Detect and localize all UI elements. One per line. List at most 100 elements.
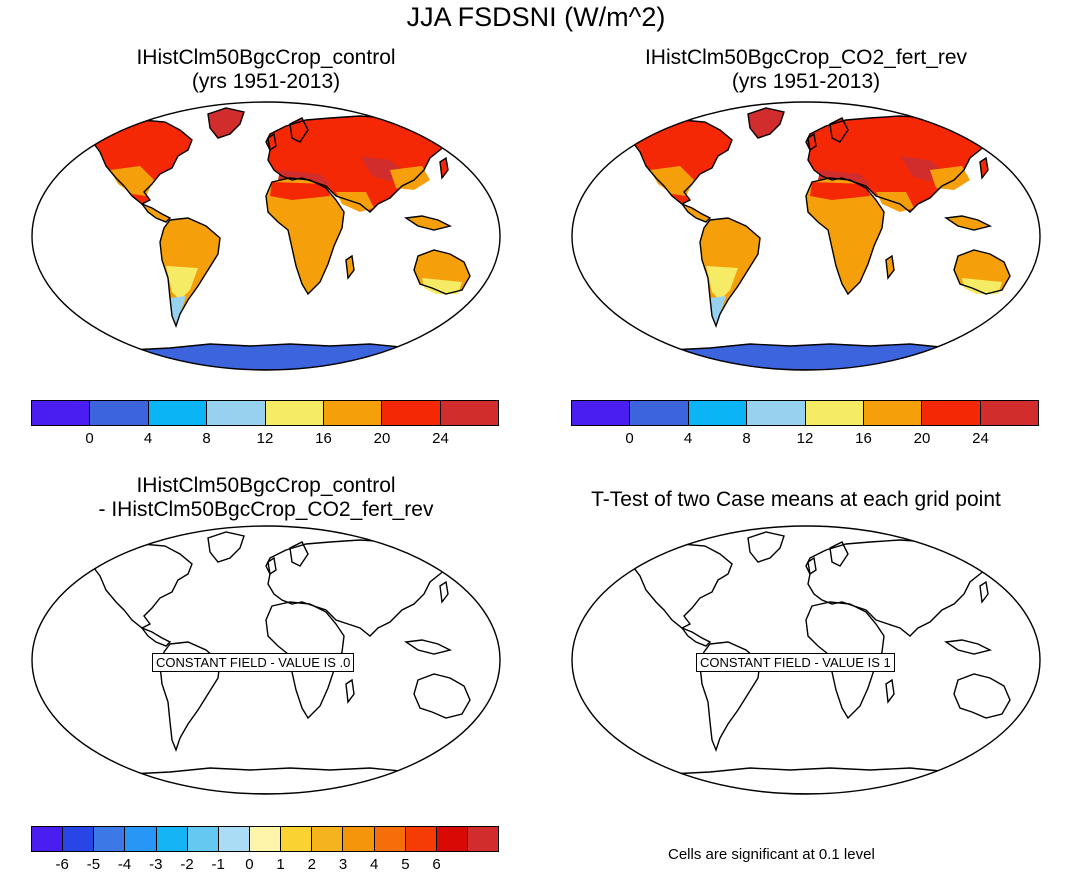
colorbar-cell: [436, 827, 468, 851]
panel-3-title-line1: IHistClm50BgcCrop_control: [136, 474, 396, 497]
coastline-scandinavia: [289, 541, 309, 567]
colorbar-cell: [805, 401, 864, 425]
color-region: [106, 344, 440, 370]
coastline-uk: [267, 132, 277, 152]
colorbar-cell: [32, 827, 64, 851]
colorbar-tick-label: 24: [432, 430, 449, 447]
colorbar-cell: [207, 401, 266, 425]
coastline-uk: [267, 556, 277, 576]
colorbar-tick-label: -3: [149, 856, 163, 873]
colorbar-cell: [440, 401, 498, 425]
map-border: [31, 525, 501, 795]
colorbar-tick-label: 8: [742, 430, 751, 447]
coastline-indonesia: [944, 639, 993, 655]
coastline-centralAmerica: [139, 202, 172, 223]
coastline-uk: [807, 132, 817, 152]
panel-1-title-line2: (yrs 1951-2013): [191, 70, 341, 93]
colorbar-tick-label: 4: [143, 430, 153, 447]
colorbar-tick-label: 20: [373, 430, 391, 447]
color-region: [110, 166, 154, 196]
map-border: [571, 525, 1041, 795]
significance-note: Cells are significant at 0.1 level: [668, 846, 875, 863]
coastline-japan: [439, 580, 449, 604]
coastline-australia: [953, 249, 1011, 295]
color-region: [962, 278, 1002, 294]
colorbar-cell: [312, 827, 344, 851]
panel-2-title: IHistClm50BgcCrop_CO2_fert_rev (yrs 1951…: [606, 46, 1006, 94]
colorbar-cell: [980, 401, 1038, 425]
color-region: [810, 182, 870, 200]
coastline-australia: [413, 249, 471, 295]
color-region: [930, 166, 970, 190]
colorbar-tick-label: 3: [338, 856, 348, 873]
colorbar-tick-label: -2: [180, 856, 194, 873]
colorbar-cell: [323, 401, 383, 425]
colorbar-panel-2: [571, 400, 1039, 426]
colorbar-cell: [572, 401, 631, 425]
coastline-japan: [979, 156, 989, 180]
coastline-centralAmerica: [679, 626, 712, 647]
color-region: [94, 120, 192, 204]
coastline-madagascar: [885, 254, 895, 280]
color-region: [422, 278, 462, 294]
color-region: [706, 266, 738, 300]
colorbar-tick-label: -5: [86, 856, 101, 873]
color-region: [142, 204, 170, 222]
colorbar-cell: [281, 827, 313, 851]
coastline-newZealand: [491, 714, 499, 738]
map-panel-4: [571, 525, 1041, 795]
colorbar-tick-label: 1: [276, 856, 285, 873]
coastline-madagascar: [885, 678, 895, 704]
colorbar-bottom: [31, 826, 499, 852]
coastline-newZealand: [1031, 290, 1039, 314]
colorbar-tick-label: 12: [256, 430, 274, 447]
color-region: [900, 156, 942, 182]
figure-title: JJA FSDSNI (W/m^2): [406, 2, 666, 32]
colorbar-cell: [863, 401, 923, 425]
coastline-eurasia: [265, 539, 451, 637]
colorbar-cell: [343, 827, 375, 851]
coastline-northAmerica: [633, 119, 733, 205]
coastline-scandinavia: [829, 541, 849, 567]
map-panel-1: [31, 101, 501, 371]
coastline-northAmerica: [93, 119, 193, 205]
colorbar-panel-1: [31, 400, 499, 426]
colorbar-cell: [922, 401, 981, 425]
color-region: [1032, 292, 1038, 312]
color-region: [360, 156, 402, 182]
colorbar-cell: [90, 401, 149, 425]
colorbar-tick-label: 20: [913, 430, 931, 447]
color-region: [646, 344, 980, 370]
constant-field-label-panel-4: CONSTANT FIELD - VALUE IS 1: [696, 653, 895, 672]
coastline-greenland: [207, 531, 245, 563]
panel-4-title-line1: T-Test of two Case means at each grid po…: [591, 488, 1001, 511]
color-region: [266, 178, 344, 294]
coastline-indonesia: [944, 215, 993, 231]
color-region: [406, 216, 450, 230]
colorbar-cell: [405, 827, 437, 851]
constant-field-label-panel-3: CONSTANT FIELD - VALUE IS .0: [152, 653, 355, 672]
panel-1-title: IHistClm50BgcCrop_control (yrs 1951-2013…: [66, 46, 466, 94]
colorbar-tick-label: -6: [55, 856, 69, 873]
coastline-australia: [413, 673, 471, 719]
panel-2-title-line2: (yrs 1951-2013): [731, 70, 881, 93]
coastline-eurasia: [805, 539, 991, 637]
colorbar-tick-label: 16: [855, 430, 872, 447]
colorbar-tick-label: 5: [401, 856, 410, 873]
coastline-japan: [979, 580, 989, 604]
colorbar-cell: [148, 401, 208, 425]
colorbar-tick-label: 4: [683, 430, 693, 447]
panel-4-title: T-Test of two Case means at each grid po…: [546, 488, 1046, 512]
colorbar-tick-label: 16: [315, 430, 332, 447]
colorbar-cell: [382, 401, 441, 425]
color-region: [682, 204, 710, 222]
colorbar-tick-label: 0: [245, 856, 254, 873]
colorbar-tick-label: 8: [202, 430, 211, 447]
color-region: [710, 296, 726, 326]
color-region: [492, 292, 498, 312]
colorbar-cell: [630, 401, 689, 425]
coastline-greenland: [747, 107, 785, 139]
coastline-africa: [805, 177, 885, 296]
coastline-australia: [953, 673, 1011, 719]
map-panel-2: [571, 101, 1041, 371]
